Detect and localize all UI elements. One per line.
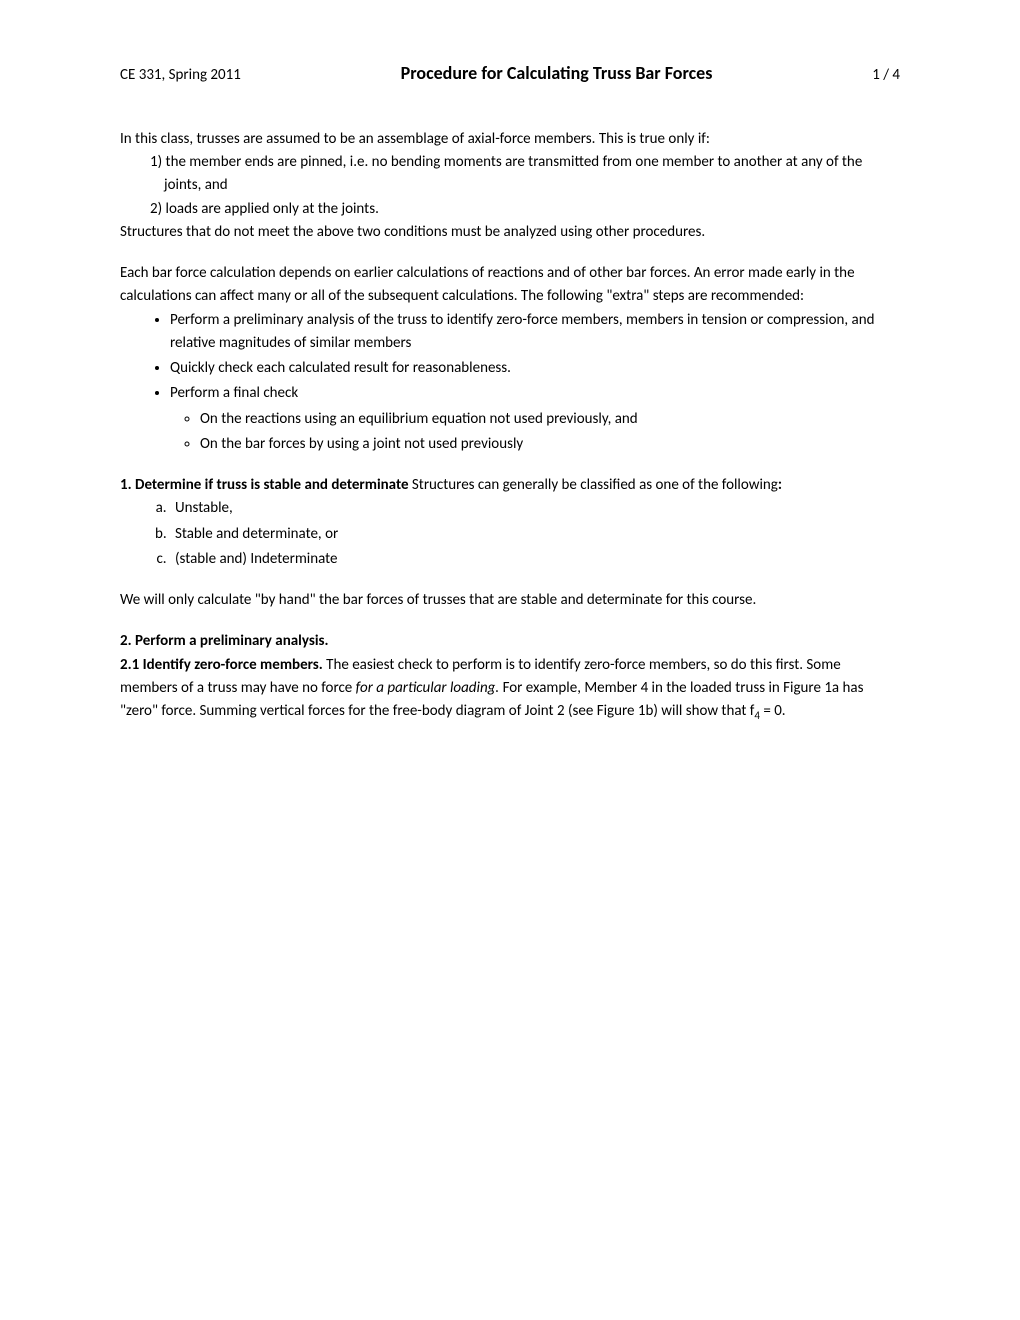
error-block: Each bar force calculation depends on ea…: [120, 262, 900, 456]
section-2-1-para: 2.1 Identify zero-force members. The eas…: [120, 654, 900, 725]
course-code: CE 331, Spring 2011: [120, 64, 241, 87]
page-header: CE 331, Spring 2011 Procedure for Calcul…: [120, 60, 900, 88]
error-para: Each bar force calculation depends on ea…: [120, 262, 900, 309]
list-item: Perform a preliminary analysis of the tr…: [170, 309, 900, 356]
list-item-text: Perform a final check: [170, 384, 298, 402]
list-item: Quickly check each calculated result for…: [170, 357, 900, 380]
section-2: 2. Perform a preliminary analysis. 2.1 I…: [120, 630, 900, 724]
intro-condition-2: 2) loads are applied only at the joints.: [150, 198, 900, 221]
section-2-1-italic: for a particular loading.: [356, 679, 500, 697]
intro-block: In this class, trusses are assumed to be…: [120, 128, 900, 244]
section-1-tail: Structures can generally be classified a…: [409, 476, 778, 494]
list-item: Perform a final check On the reactions u…: [170, 382, 900, 456]
section-1-heading: 1. Determine if truss is stable and dete…: [120, 476, 409, 494]
list-item: Stable and determinate, or: [170, 523, 900, 546]
list-item: (stable and) Indeterminate: [170, 548, 900, 571]
list-item: On the reactions using an equilibrium eq…: [200, 408, 900, 431]
section-1-colon: :: [778, 476, 782, 494]
intro-condition-1: 1) the member ends are pinned, i.e. no b…: [150, 151, 900, 198]
final-check-sublist: On the reactions using an equilibrium eq…: [170, 408, 900, 457]
list-item: Unstable,: [170, 497, 900, 520]
page-number: 1 / 4: [872, 64, 900, 87]
intro-para-2: Structures that do not meet the above tw…: [120, 221, 900, 244]
intro-para-1: In this class, trusses are assumed to be…: [120, 128, 900, 151]
section-2-1-heading: 2.1 Identify zero-force members.: [120, 656, 323, 674]
section-1-note-para: We will only calculate "by hand" the bar…: [120, 589, 900, 612]
section-1-note: We will only calculate "by hand" the bar…: [120, 589, 900, 612]
classification-list: Unstable, Stable and determinate, or (st…: [120, 497, 900, 571]
section-2-heading: 2. Perform a preliminary analysis.: [120, 630, 900, 653]
page-title: Procedure for Calculating Truss Bar Forc…: [291, 60, 822, 88]
extra-steps-list: Perform a preliminary analysis of the tr…: [120, 309, 900, 457]
section-2-1-body-c: = 0.: [760, 702, 786, 720]
section-1-para: 1. Determine if truss is stable and dete…: [120, 474, 900, 497]
section-1: 1. Determine if truss is stable and dete…: [120, 474, 900, 571]
list-item: On the bar forces by using a joint not u…: [200, 433, 900, 456]
